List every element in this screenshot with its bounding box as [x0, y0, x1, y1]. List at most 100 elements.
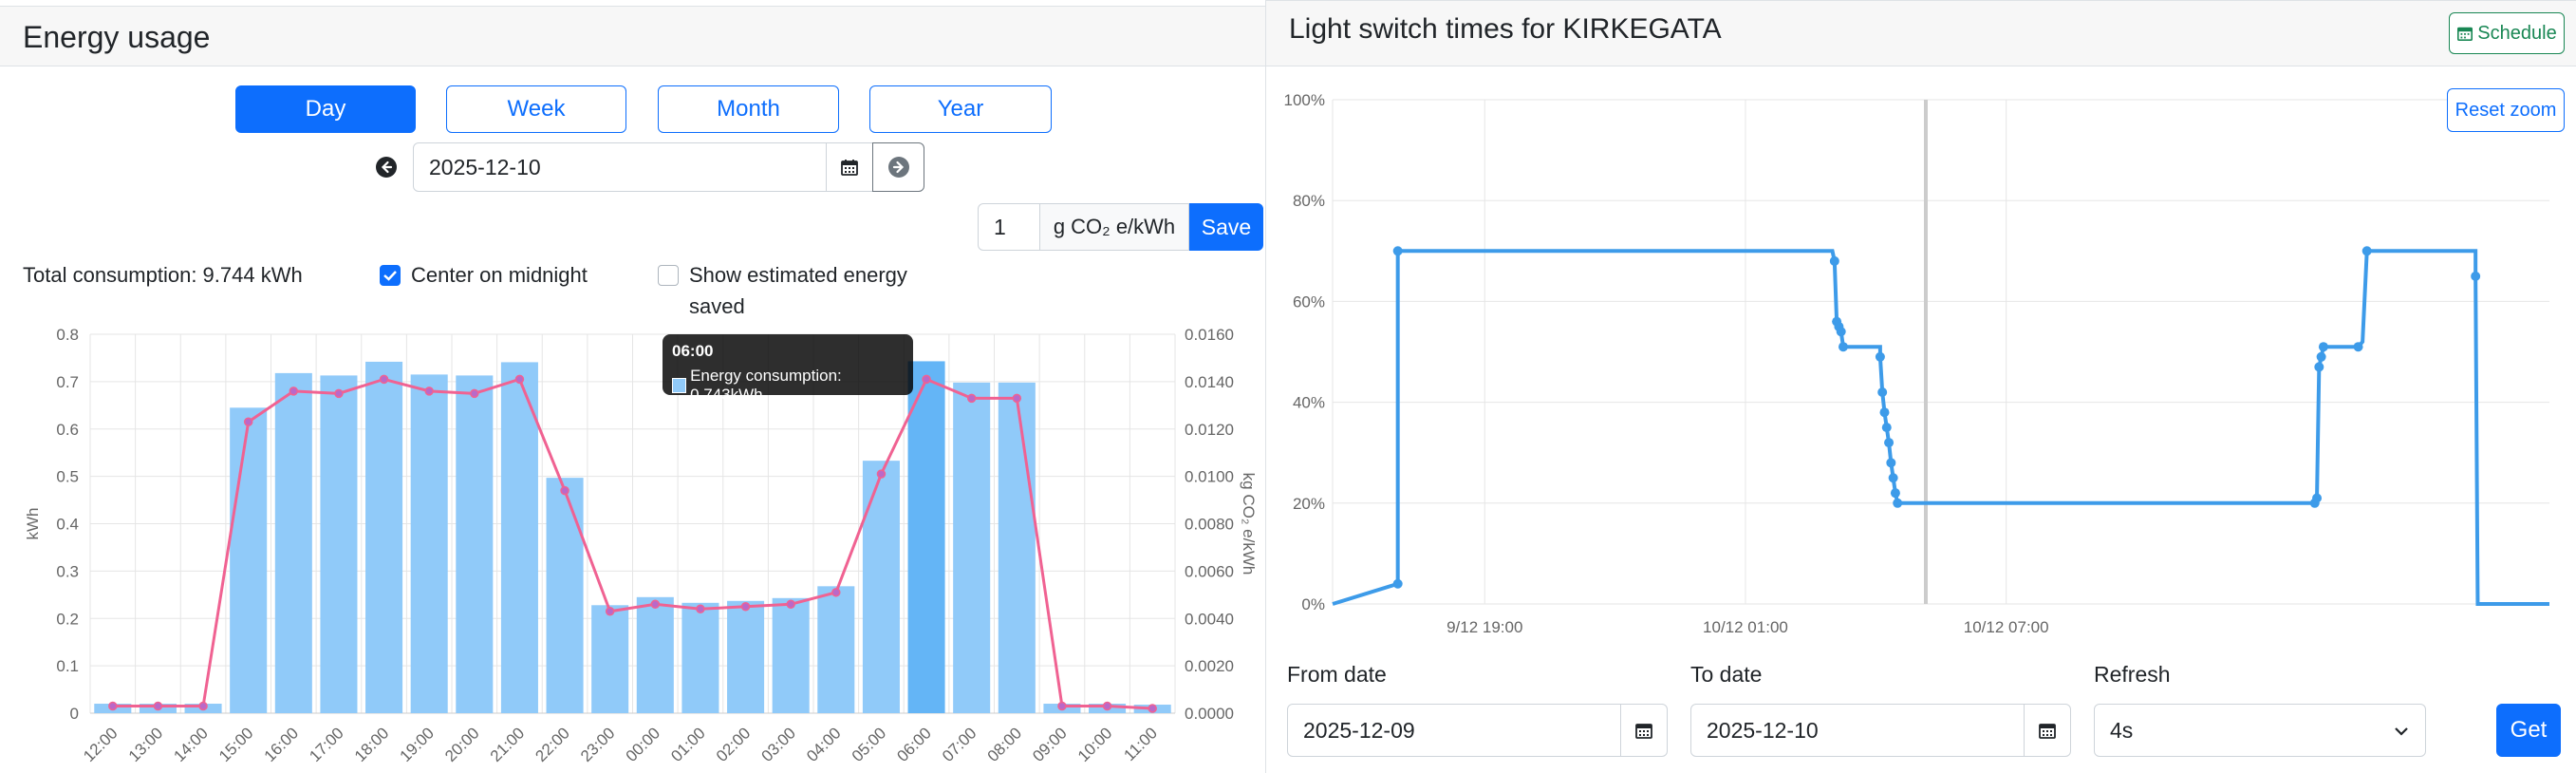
tab-year[interactable]: Year — [869, 85, 1052, 133]
date-input[interactable]: 2025-12-10 — [413, 142, 827, 192]
y-tick-label: 0% — [1301, 595, 1325, 613]
x-tick-label: 20:00 — [441, 724, 483, 765]
calendar-icon — [2039, 724, 2056, 739]
save-button[interactable]: Save — [1189, 203, 1263, 251]
brightness-point — [2316, 351, 2326, 362]
y-tick-label: 40% — [1293, 394, 1325, 412]
energy-bar — [636, 596, 674, 713]
x-tick-label: 11:00 — [1120, 724, 1161, 764]
brightness-point — [1875, 351, 1885, 362]
brightness-point — [1879, 407, 1890, 418]
co2-point — [198, 701, 208, 711]
to-date-input[interactable]: 2025-12-10 — [1690, 704, 2025, 757]
co2-point — [740, 602, 751, 612]
co2-point — [334, 388, 344, 399]
energy-bar — [862, 461, 900, 713]
y-tick-label: 0.3 — [56, 562, 79, 580]
energy-usage-panel: Energy usage Day Week Month Year 2025-12… — [0, 0, 1266, 773]
y2-tick-label: 0.0120 — [1185, 421, 1234, 439]
energy-bar — [998, 382, 1036, 713]
x-tick-label: 22:00 — [532, 724, 573, 765]
tab-day[interactable]: Day — [235, 85, 416, 133]
x-tick-label: 23:00 — [577, 724, 619, 765]
calendar-button[interactable] — [826, 142, 873, 192]
total-consumption: Total consumption: 9.744 kWh — [23, 263, 303, 287]
y-axis-label: kWh — [24, 508, 42, 540]
reset-zoom-button[interactable]: Reset zoom — [2447, 88, 2565, 132]
brightness-point — [1392, 246, 1403, 256]
x-tick-label: 06:00 — [893, 724, 935, 765]
brightness-point — [1890, 488, 1900, 499]
schedule-button[interactable]: Schedule — [2449, 12, 2565, 54]
next-date-button[interactable] — [872, 142, 924, 192]
x-tick-label: 9/12 19:00 — [1447, 618, 1522, 636]
light-title: Light switch times for KIRKEGATA — [1289, 13, 1722, 45]
y2-axis-label: kg CO₂ e/kWh — [1240, 473, 1258, 575]
co2-point — [379, 374, 389, 385]
co2-point — [1057, 701, 1067, 711]
brightness-point — [1392, 578, 1403, 589]
y2-tick-label: 0.0000 — [1185, 705, 1234, 723]
calendar-icon — [841, 160, 858, 176]
brightness-point — [1886, 458, 1896, 468]
energy-bar — [591, 605, 629, 713]
energy-bar — [953, 382, 991, 713]
tooltip-swatch — [672, 378, 687, 393]
brightness-point — [1884, 438, 1895, 448]
y2-tick-label: 0.0060 — [1185, 562, 1234, 580]
y2-tick-label: 0.0140 — [1185, 373, 1234, 391]
energy-bar — [500, 362, 538, 713]
brightness-point — [1836, 327, 1846, 337]
co2-point — [650, 599, 661, 610]
x-tick-label: 00:00 — [623, 724, 664, 765]
x-tick-label: 19:00 — [396, 724, 438, 765]
from-date-input[interactable]: 2025-12-09 — [1287, 704, 1621, 757]
x-tick-label: 18:00 — [351, 724, 393, 765]
y-tick-label: 0.1 — [56, 657, 79, 675]
co2-point — [786, 599, 795, 610]
x-tick-label: 01:00 — [667, 724, 709, 765]
energy-header: Energy usage — [0, 6, 1265, 66]
refresh-select[interactable]: 4s — [2094, 704, 2426, 757]
tab-month[interactable]: Month — [658, 85, 839, 133]
light-chart: 0% 20% 40% 60% 80% 100% 9/12 19:00 10/12 01:00 1… — [1284, 91, 2549, 636]
chevron-down-icon — [2395, 727, 2408, 736]
brightness-point — [2353, 342, 2363, 352]
tab-week[interactable]: Week — [446, 85, 626, 133]
energy-bar — [907, 361, 945, 713]
co2-point — [514, 374, 525, 385]
brightness-point — [2361, 246, 2372, 256]
refresh-value: 4s — [2110, 717, 2134, 743]
co2-point — [153, 701, 163, 711]
y2-tick-label: 0.0040 — [1185, 610, 1234, 628]
y-tick-label: 0.2 — [56, 610, 79, 628]
brightness-point — [2312, 493, 2323, 503]
energy-bar — [274, 372, 312, 713]
show-saved-checkbox[interactable] — [658, 265, 679, 286]
co2-line — [112, 377, 1153, 710]
y-tick-label: 0.8 — [56, 326, 79, 344]
co2-point — [605, 607, 615, 616]
y-tick-label: 60% — [1293, 292, 1325, 311]
x-tick-label: 17:00 — [306, 724, 347, 765]
get-button[interactable]: Get — [2496, 704, 2561, 757]
brightness-line — [1332, 249, 2549, 606]
co2-point — [922, 374, 931, 385]
y-tick-label: 0.4 — [56, 516, 79, 534]
center-midnight-checkbox[interactable] — [380, 265, 401, 286]
energy-title: Energy usage — [23, 20, 211, 54]
co2-point — [1012, 393, 1022, 404]
brightness-point — [1877, 386, 1888, 397]
tooltip-title: 06:00 — [672, 342, 714, 360]
from-calendar-button[interactable] — [1620, 704, 1668, 757]
y-tick-label: 80% — [1293, 192, 1325, 210]
co2-point — [876, 469, 887, 479]
arrow-left-circle-icon[interactable] — [375, 156, 398, 179]
x-tick-label: 16:00 — [261, 724, 303, 765]
co2-input[interactable]: 1 — [978, 203, 1040, 251]
co2-point — [470, 388, 479, 399]
co2-point — [966, 393, 977, 404]
y-tick-label: 0.6 — [56, 421, 79, 439]
to-calendar-button[interactable] — [2024, 704, 2071, 757]
co2-point — [1102, 701, 1112, 711]
